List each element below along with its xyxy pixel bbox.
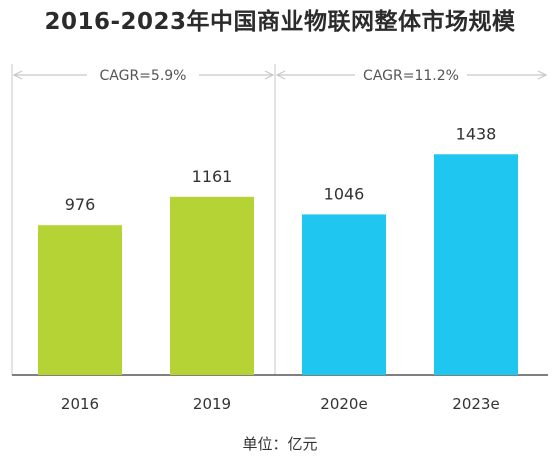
cagr-label: CAGR=11.2% <box>363 68 459 84</box>
bar-2016 <box>38 225 122 375</box>
cagr-label: CAGR=5.9% <box>100 68 187 84</box>
x-tick-label-2016: 2016 <box>61 395 99 413</box>
cagr-arrowhead-right <box>537 70 548 80</box>
bar-2020e <box>302 214 386 375</box>
data-label-2019: 1161 <box>192 167 233 186</box>
cagr-arrowhead-left <box>275 70 286 80</box>
data-label-2016: 976 <box>65 195 96 214</box>
unit-note: 单位：亿元 <box>242 435 318 453</box>
bar-2023e <box>434 154 518 375</box>
cagr-arrowhead-right <box>264 70 275 80</box>
chart-title: 2016-2023年中国商业物联网整体市场规模 <box>44 9 516 35</box>
x-tick-label-2019: 2019 <box>193 395 231 413</box>
x-tick-label-2020e: 2020e <box>320 395 367 413</box>
data-label-2023e: 1438 <box>456 124 497 143</box>
cagr-arrowhead-left <box>12 70 23 80</box>
bar-2019 <box>170 196 254 375</box>
data-label-2020e: 1046 <box>324 184 365 203</box>
x-tick-label-2023e: 2023e <box>452 395 499 413</box>
